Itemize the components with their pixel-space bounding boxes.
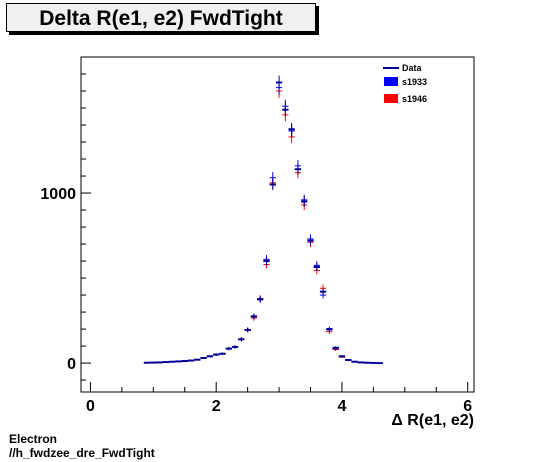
data-point: [319, 288, 327, 296]
legend-s1933-swatch: [384, 77, 398, 86]
data-point: [332, 346, 339, 350]
legend-s1946-label: s1946: [402, 94, 427, 104]
data-point: [307, 236, 314, 246]
data-point: [150, 361, 157, 364]
x-tick-label: 6: [463, 398, 472, 415]
data-point: [269, 179, 276, 191]
x-tick-label: 4: [337, 398, 346, 415]
legend-s1933-label: s1933: [402, 77, 427, 87]
data-point: [326, 326, 333, 332]
legend-data-label: Data: [402, 63, 423, 73]
plot-frame: [80, 56, 475, 393]
data-point: [238, 337, 245, 342]
data-point: [288, 122, 295, 136]
axis-ticks: [81, 73, 469, 392]
x-tick-label: 0: [86, 398, 95, 415]
y-tick-label: 1000: [40, 186, 76, 203]
series-data: [143, 75, 383, 365]
data-point: [282, 103, 289, 117]
data-point: [187, 359, 195, 362]
data-point: [338, 355, 346, 358]
data-point: [275, 75, 283, 90]
data-point: [301, 196, 308, 207]
data-point: [162, 361, 170, 364]
series-s1933: [143, 80, 383, 364]
series-layer: [143, 75, 383, 365]
legend-s1946-swatch: [384, 94, 398, 103]
footer-category: Electron: [9, 432, 58, 446]
data-point: [225, 347, 232, 351]
data-point: [263, 256, 270, 266]
series-s1946: [143, 84, 383, 364]
legend: Data s1933 s1946: [383, 63, 427, 104]
data-point: [181, 360, 188, 363]
data-point: [206, 355, 214, 358]
x-axis-label: Δ R(e1, e2): [391, 412, 474, 429]
data-point: [345, 359, 352, 362]
x-tick-label: 2: [212, 398, 221, 415]
data-point: [175, 360, 182, 363]
data-point: [357, 361, 364, 364]
data-point: [169, 360, 176, 363]
data-point: [244, 327, 251, 333]
data-point: [200, 356, 207, 359]
data-point: [194, 358, 201, 361]
footer-histogram-path: //h_fwdzee_dre_FwdTight: [9, 446, 155, 460]
data-point: [250, 313, 258, 320]
data-point: [213, 353, 220, 356]
y-tick-label: 0: [67, 356, 76, 373]
data-point: [231, 345, 239, 349]
data-point: [351, 360, 358, 363]
data-point: [219, 352, 226, 355]
data-point: [156, 361, 163, 364]
chart-title: Delta R(e1, e2) FwdTight: [6, 3, 316, 32]
axis-tick-labels: 0 2 4 6 0 1000: [40, 186, 472, 415]
data-point: [257, 296, 264, 303]
data-point: [294, 163, 302, 175]
data-point: [313, 262, 320, 272]
